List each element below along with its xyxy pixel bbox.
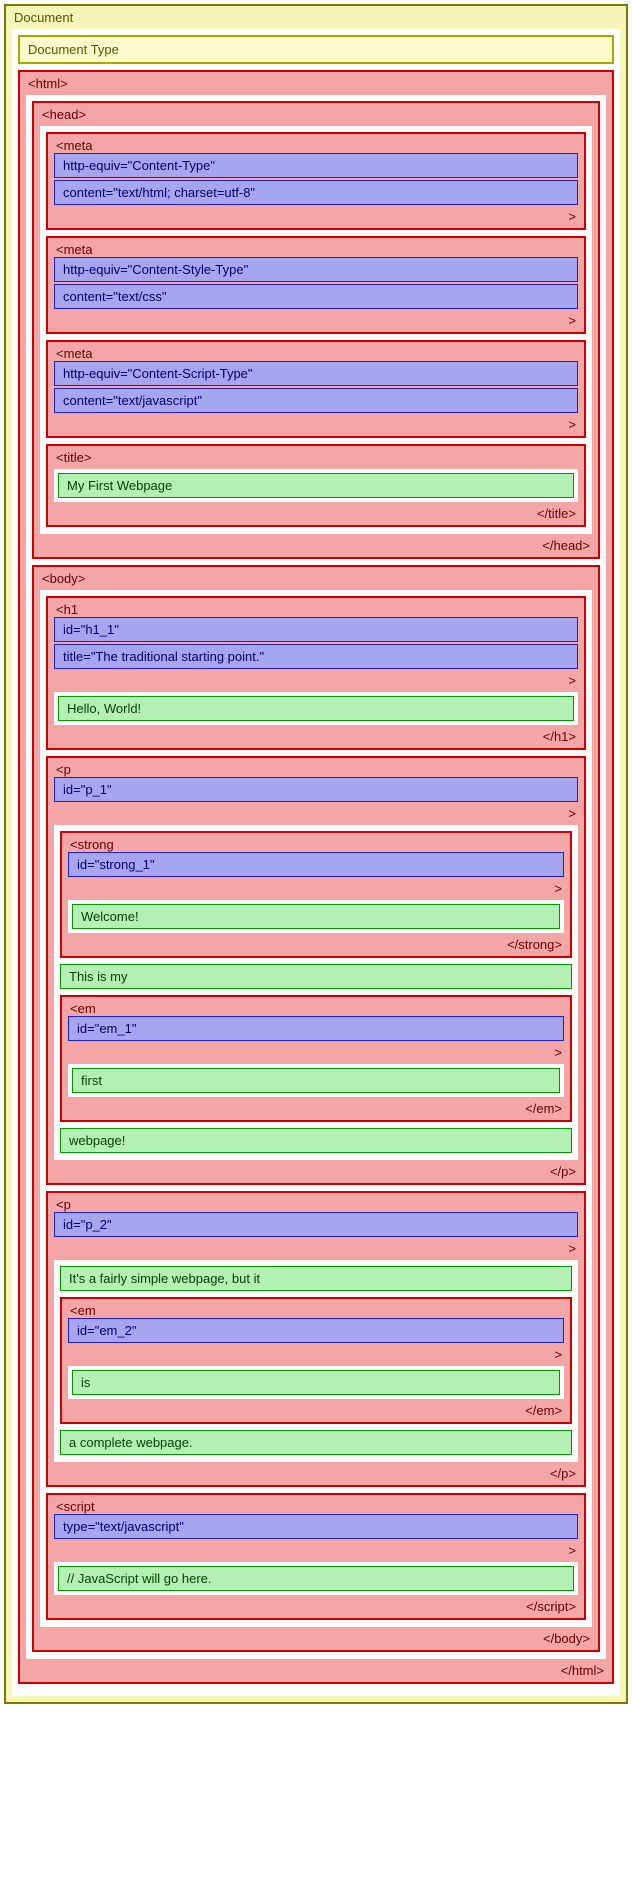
- tag-gt-h1: >: [48, 671, 584, 692]
- html-children: <head> <meta http-equiv="Content-Type" c…: [26, 95, 606, 1659]
- text-p1-2: webpage!: [60, 1128, 572, 1153]
- doctype-box: Document Type: [18, 35, 614, 64]
- attr-meta1-content: content="text/html; charset=utf-8": [54, 180, 578, 205]
- text-p1-1: This is my: [60, 964, 572, 989]
- tag-open-p1: <p: [48, 758, 584, 777]
- document-body: Document Type <html> <head> <meta http-e…: [12, 29, 620, 1696]
- tag-html: <html> <head> <meta http-equiv="Content-…: [18, 70, 614, 1684]
- tag-p-2: <p id="p_2" > It's a fairly simple webpa…: [46, 1191, 586, 1487]
- tag-close-p2: </p>: [48, 1462, 584, 1485]
- text-h1: Hello, World!: [58, 696, 574, 721]
- attr-em2-id: id="em_2": [68, 1318, 564, 1343]
- tag-script: <script type="text/javascript" > // Java…: [46, 1493, 586, 1620]
- attr-p1-id: id="p_1": [54, 777, 578, 802]
- tag-gt-meta-2: >: [48, 311, 584, 332]
- tag-h1: <h1 id="h1_1" title="The traditional sta…: [46, 596, 586, 750]
- tag-close-title: </title>: [48, 502, 584, 525]
- tag-gt-strong1: >: [62, 879, 570, 900]
- text-title: My First Webpage: [58, 473, 574, 498]
- tag-open-meta-1: <meta: [48, 134, 584, 153]
- attr-p2-id: id="p_2": [54, 1212, 578, 1237]
- tag-close-body: </body>: [34, 1627, 598, 1650]
- text-p2-2: a complete webpage.: [60, 1430, 572, 1455]
- tag-em-2: <em id="em_2" > is </em>: [60, 1297, 572, 1424]
- tag-open-em2: <em: [62, 1299, 570, 1318]
- tag-open-script: <script: [48, 1495, 584, 1514]
- head-children: <meta http-equiv="Content-Type" content=…: [40, 126, 592, 534]
- attr-script-type: type="text/javascript": [54, 1514, 578, 1539]
- body-children: <h1 id="h1_1" title="The traditional sta…: [40, 590, 592, 1627]
- attr-meta3-httpequiv: http-equiv="Content-Script-Type": [54, 361, 578, 386]
- tag-gt-p1: >: [48, 804, 584, 825]
- tag-open-title: <title>: [48, 446, 584, 469]
- tag-em-1: <em id="em_1" > first </em>: [60, 995, 572, 1122]
- tag-meta-1: <meta http-equiv="Content-Type" content=…: [46, 132, 586, 230]
- tag-gt-em2: >: [62, 1345, 570, 1366]
- tag-open-html: <html>: [20, 72, 612, 95]
- text-em2: is: [72, 1370, 560, 1395]
- strong1-children: Welcome!: [68, 900, 564, 933]
- tag-close-em1: </em>: [62, 1097, 570, 1120]
- tag-open-em1: <em: [62, 997, 570, 1016]
- attr-strong1-id: id="strong_1": [68, 852, 564, 877]
- attr-h1-title: title="The traditional starting point.": [54, 644, 578, 669]
- tag-close-html: </html>: [20, 1659, 612, 1682]
- tag-gt-p2: >: [48, 1239, 584, 1260]
- p2-children: It's a fairly simple webpage, but it <em…: [54, 1260, 578, 1462]
- em1-children: first: [68, 1064, 564, 1097]
- document-label: Document: [6, 6, 626, 29]
- attr-meta2-httpequiv: http-equiv="Content-Style-Type": [54, 257, 578, 282]
- text-em1: first: [72, 1068, 560, 1093]
- attr-h1-id: id="h1_1": [54, 617, 578, 642]
- text-p2-1: It's a fairly simple webpage, but it: [60, 1266, 572, 1291]
- tag-close-p1: </p>: [48, 1160, 584, 1183]
- em2-children: is: [68, 1366, 564, 1399]
- tag-gt-em1: >: [62, 1043, 570, 1064]
- p1-children: <strong id="strong_1" > Welcome! </stron…: [54, 825, 578, 1160]
- text-script: // JavaScript will go here.: [58, 1566, 574, 1591]
- tag-head: <head> <meta http-equiv="Content-Type" c…: [32, 101, 600, 559]
- text-strong1: Welcome!: [72, 904, 560, 929]
- tag-close-strong1: </strong>: [62, 933, 570, 956]
- tag-gt-meta-3: >: [48, 415, 584, 436]
- tag-open-p2: <p: [48, 1193, 584, 1212]
- script-children: // JavaScript will go here.: [54, 1562, 578, 1595]
- tag-open-body: <body>: [34, 567, 598, 590]
- tag-title: <title> My First Webpage </title>: [46, 444, 586, 527]
- attr-meta1-httpequiv: http-equiv="Content-Type": [54, 153, 578, 178]
- attr-em1-id: id="em_1": [68, 1016, 564, 1041]
- tag-close-head: </head>: [34, 534, 598, 557]
- tag-gt-script: >: [48, 1541, 584, 1562]
- h1-children: Hello, World!: [54, 692, 578, 725]
- tag-close-em2: </em>: [62, 1399, 570, 1422]
- attr-meta3-content: content="text/javascript": [54, 388, 578, 413]
- tag-open-meta-3: <meta: [48, 342, 584, 361]
- tag-close-script: </script>: [48, 1595, 584, 1618]
- document-container: Document Document Type <html> <head> <me…: [4, 4, 628, 1704]
- tag-strong-1: <strong id="strong_1" > Welcome! </stron…: [60, 831, 572, 958]
- tag-open-h1: <h1: [48, 598, 584, 617]
- tag-body: <body> <h1 id="h1_1" title="The traditio…: [32, 565, 600, 1652]
- tag-open-strong1: <strong: [62, 833, 570, 852]
- tag-close-h1: </h1>: [48, 725, 584, 748]
- attr-meta2-content: content="text/css": [54, 284, 578, 309]
- tag-p-1: <p id="p_1" > <strong id="strong_: [46, 756, 586, 1185]
- tag-open-meta-2: <meta: [48, 238, 584, 257]
- tag-gt-meta-1: >: [48, 207, 584, 228]
- tag-open-head: <head>: [34, 103, 598, 126]
- tag-meta-3: <meta http-equiv="Content-Script-Type" c…: [46, 340, 586, 438]
- title-children: My First Webpage: [54, 469, 578, 502]
- tag-meta-2: <meta http-equiv="Content-Style-Type" co…: [46, 236, 586, 334]
